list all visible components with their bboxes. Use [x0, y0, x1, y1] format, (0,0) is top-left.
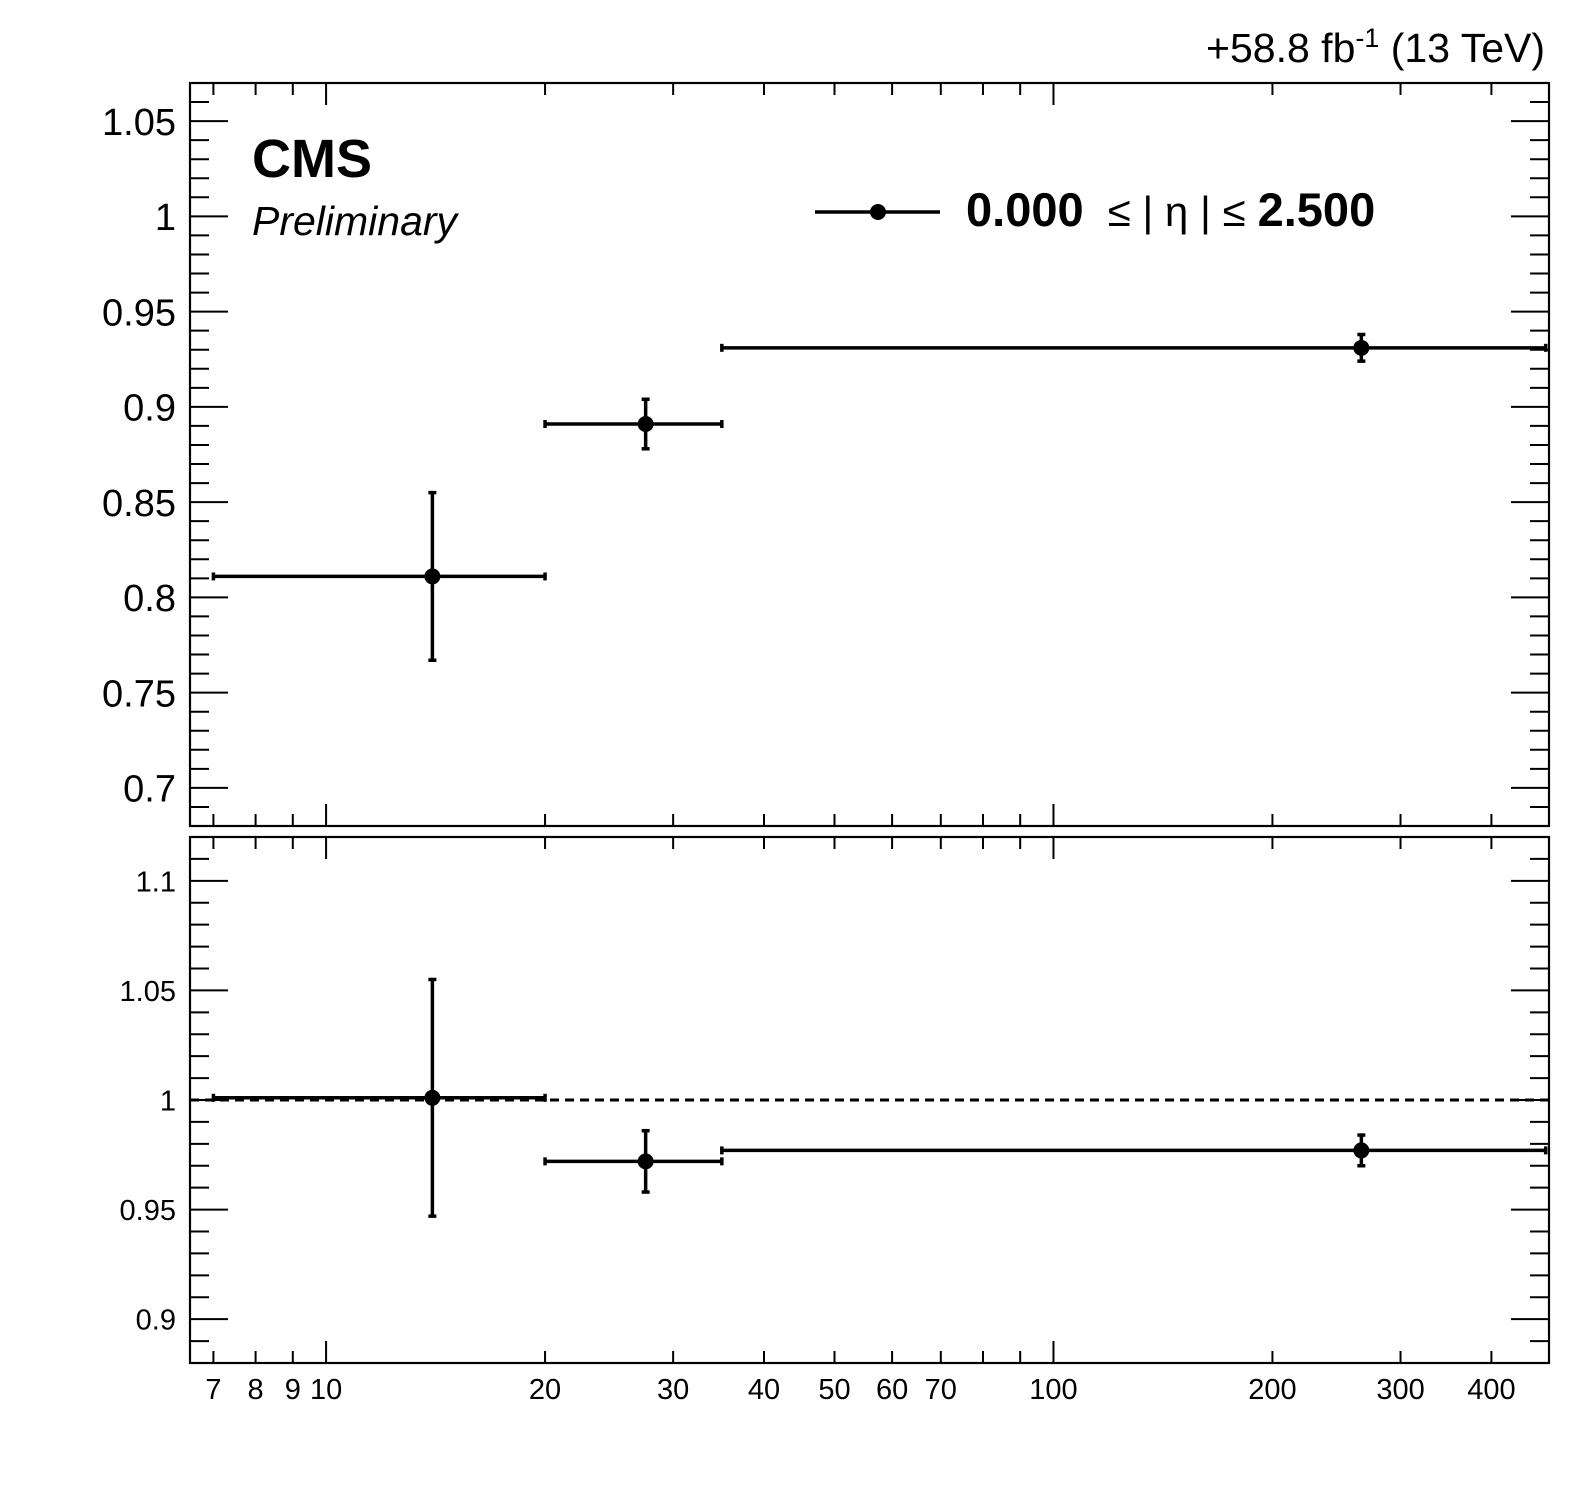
legend-label: 0.000 ≤ | η | ≤ 2.500 [966, 183, 1375, 236]
y-tick-label: 0.95 [102, 292, 176, 334]
x-tick-label: 70 [925, 1374, 957, 1406]
x-tick-label: 9 [285, 1374, 301, 1406]
legend-marker [870, 204, 886, 220]
y-tick-label: 1 [155, 197, 176, 239]
top-panel-y-tick-labels: 0.7 0.75 0.8 0.85 0.9 0.95 1 1.05 [102, 102, 176, 811]
x-tick-label: 100 [1029, 1374, 1077, 1406]
data-marker [1353, 339, 1370, 356]
experiment-label: CMS [252, 129, 372, 189]
bottom-panel: 0.9 0.95 1 1.05 1.1 7 8 9 10 20 30 40 50 60 70 100 200 3… [120, 835, 1551, 1406]
data-marker [637, 1153, 654, 1170]
data-marker [637, 416, 654, 433]
data-marker [424, 1089, 441, 1106]
legend: 0.000 ≤ | η | ≤ 2.500 [815, 183, 1375, 236]
data-marker [424, 568, 441, 585]
bottom-panel-y-tick-labels: 0.9 0.95 1 1.05 1.1 [120, 866, 176, 1336]
data-point [211, 977, 547, 1218]
x-tick-label: 7 [205, 1374, 221, 1406]
y-tick-label: 1.05 [120, 976, 176, 1008]
data-point [720, 332, 1548, 363]
y-tick-label: 1.05 [102, 102, 176, 144]
luminosity-label: +58.8 fb-1 (13 TeV) [1206, 23, 1545, 71]
x-tick-label: 400 [1467, 1374, 1515, 1406]
y-tick-label: 0.9 [123, 388, 176, 430]
bottom-panel-data-points [211, 977, 1548, 1218]
luminosity-unit-exponent: -1 [1355, 23, 1379, 53]
x-tick-label: 200 [1248, 1374, 1296, 1406]
x-tick-label: 300 [1376, 1374, 1424, 1406]
y-tick-label: 0.8 [123, 578, 176, 620]
x-tick-label: 8 [248, 1374, 264, 1406]
y-tick-label: 0.95 [120, 1195, 176, 1227]
top-panel: 0.7 0.75 0.8 0.85 0.9 0.95 1 1.05 [102, 81, 1551, 828]
legend-eta-high: 2.500 [1258, 183, 1376, 236]
status-label: Preliminary [252, 198, 460, 244]
data-point [211, 490, 547, 663]
y-tick-label: 0.75 [102, 673, 176, 715]
legend-eta-range: ≤ | η | ≤ [1108, 188, 1246, 235]
luminosity-value: +58.8 fb [1206, 25, 1355, 71]
bottom-panel-ticks [190, 836, 1549, 1364]
x-tick-label: 50 [818, 1374, 850, 1406]
y-tick-label: 1 [160, 1085, 176, 1117]
energy-label: (13 TeV) [1379, 25, 1545, 71]
x-tick-label: 10 [310, 1374, 342, 1406]
y-tick-label: 1.1 [136, 866, 176, 898]
y-tick-label: 0.9 [136, 1305, 176, 1337]
top-panel-frame [188, 81, 1551, 828]
data-point [543, 397, 724, 451]
legend-eta-low: 0.000 [966, 183, 1084, 236]
data-marker [1353, 1142, 1370, 1159]
top-panel-ticks [190, 82, 1549, 827]
x-tick-label: 20 [529, 1374, 561, 1406]
data-point [720, 1133, 1548, 1168]
data-point [543, 1128, 724, 1194]
x-tick-labels: 7 8 9 10 20 30 40 50 60 70 100 200 300 400 [205, 1374, 1515, 1406]
x-tick-label: 60 [876, 1374, 908, 1406]
x-tick-label: 40 [748, 1374, 780, 1406]
top-panel-data-points [211, 332, 1548, 663]
y-tick-label: 0.85 [102, 483, 176, 525]
y-tick-label: 0.7 [123, 769, 176, 811]
x-tick-label: 30 [657, 1374, 689, 1406]
